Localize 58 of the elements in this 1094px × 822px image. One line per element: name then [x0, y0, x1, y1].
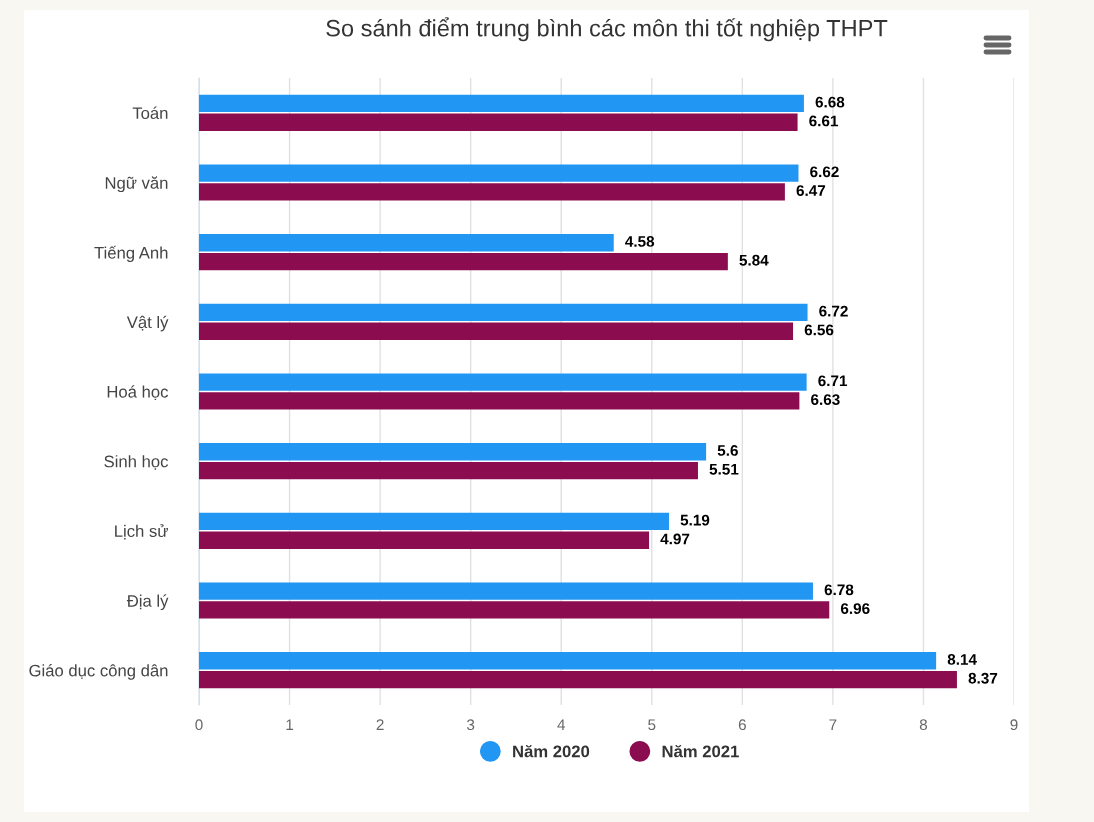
- data-label: 6.47: [796, 185, 826, 197]
- data-label: 6.68: [815, 96, 845, 108]
- y-tick-label: Hoá học: [107, 385, 169, 401]
- y-tick-label: Địa lý: [126, 594, 169, 611]
- bar: [199, 582, 813, 600]
- x-tick-label: 3: [467, 719, 475, 731]
- x-tick-label: 4: [557, 719, 566, 730]
- bar: [199, 234, 614, 252]
- y-tick-label: Giáo dục công dân: [29, 664, 168, 680]
- data-label: 8.14: [947, 654, 977, 665]
- y-tick-label: Ngữ văn: [105, 176, 168, 193]
- bar: [199, 252, 728, 271]
- y-tick-label: Tiếng Anh: [94, 245, 168, 263]
- y-tick-label: Toán: [132, 106, 168, 120]
- chart-title: So sánh điểm trung bình các môn thi tốt nghiệp THPT: [326, 17, 888, 42]
- data-label: 5.19: [680, 514, 710, 526]
- data-label: 6.56: [804, 324, 834, 336]
- data-label: 6.96: [840, 603, 870, 615]
- bar: [199, 443, 707, 461]
- bar: [199, 652, 937, 670]
- x-tick-label: 2: [376, 719, 384, 730]
- data-label: 5.84: [739, 254, 769, 266]
- data-label: 6.78: [824, 584, 854, 596]
- x-tick-label: 7: [829, 719, 837, 730]
- y-tick-label: Lịch sử: [115, 524, 168, 540]
- data-label: 5.51: [709, 464, 739, 475]
- data-label: 4.97: [660, 533, 690, 545]
- x-tick-label: 1: [286, 719, 294, 730]
- bar: [199, 373, 807, 391]
- y-tick-label: Sinh học: [104, 455, 169, 470]
- x-tick-label: 8: [919, 719, 928, 731]
- x-tick-label: 9: [1010, 719, 1018, 731]
- y-tick-label: Vật lý: [126, 315, 169, 332]
- bar: [199, 461, 698, 480]
- bar: [199, 183, 785, 201]
- data-label: 4.58: [625, 236, 655, 247]
- legend-label: Năm 2021: [662, 744, 739, 758]
- bar: [199, 670, 957, 689]
- bar: [199, 322, 794, 340]
- data-label: 6.62: [810, 166, 839, 178]
- data-label: 6.61: [809, 115, 838, 127]
- bar: [199, 512, 669, 531]
- legend-label: Năm 2020: [513, 744, 590, 758]
- bar: [199, 303, 808, 322]
- bar: [199, 531, 650, 549]
- bar: [199, 113, 798, 131]
- data-label: 6.72: [819, 305, 848, 317]
- data-label: 6.71: [818, 375, 848, 387]
- data-label: 6.63: [811, 394, 840, 406]
- data-label: 8.37: [968, 672, 998, 684]
- x-tick-label: 5: [648, 719, 656, 731]
- data-label: 5.6: [717, 445, 738, 456]
- x-tick-label: 6: [738, 719, 746, 731]
- bar: [199, 164, 799, 182]
- bar: [199, 601, 830, 619]
- x-tick-label: 0: [195, 719, 203, 731]
- bar: [199, 392, 800, 410]
- bar: [199, 94, 804, 113]
